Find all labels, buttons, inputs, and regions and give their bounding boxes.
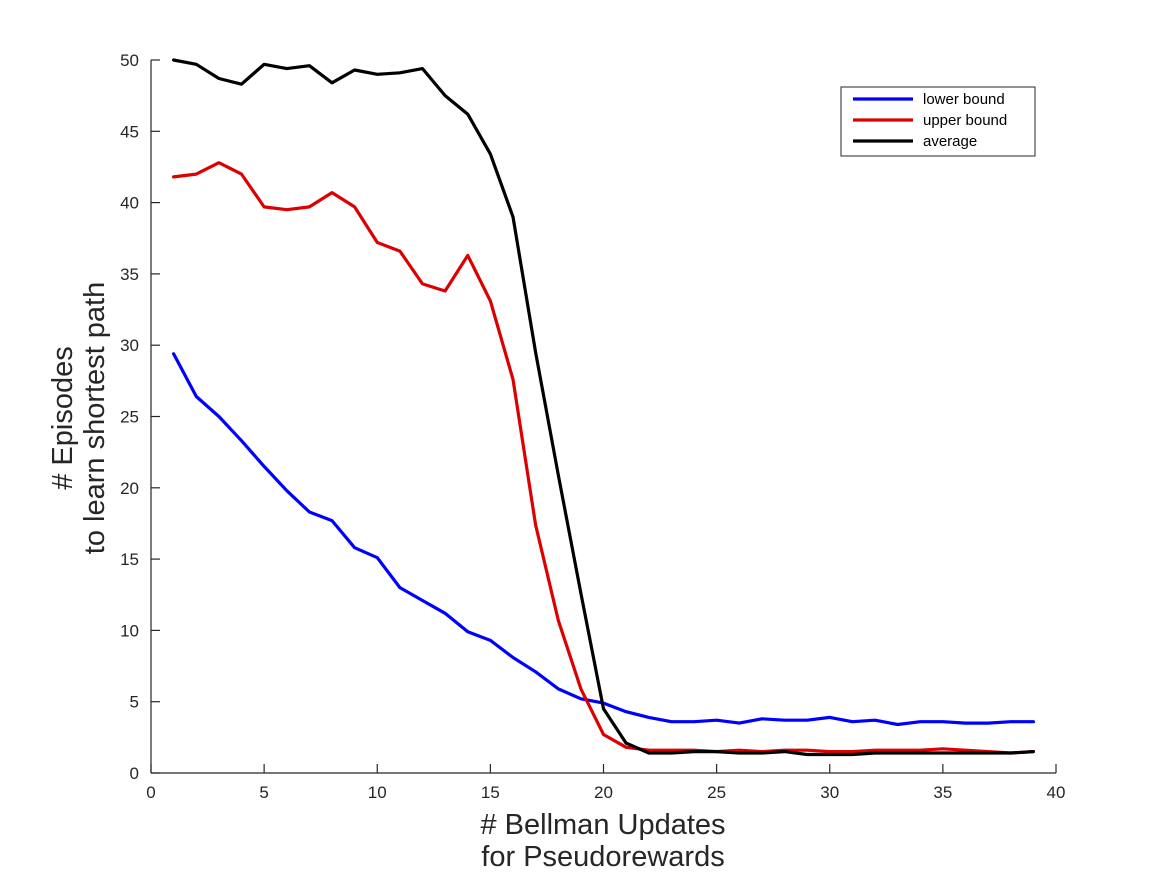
series-line-upper-bound [172,161,1036,755]
x-tick-label: 10 [368,783,387,802]
y-tick-label: 40 [120,194,139,213]
y-axis-title-line-1: # Episodes [47,346,79,490]
tick-labels: 0 5 10 15 20 25 30 35 40 0 5 10 15 20 25 30 35 40 45 50 [120,51,1065,802]
legend-label-average: average [923,133,977,150]
series-line-average [172,58,1036,757]
x-tick-label: 0 [146,783,155,802]
y-tick-label: 20 [120,479,139,498]
y-tick-label: 30 [120,336,139,355]
y-tick-label: 15 [120,550,139,569]
legend-label-upper-bound: upper bound [923,112,1007,129]
x-tick-label: 15 [481,783,500,802]
y-tick-label: 10 [120,621,139,640]
axes [150,59,1057,774]
y-tick-label: 25 [120,408,139,427]
x-tick-label: 40 [1047,783,1066,802]
legend: lower bound upper bound average [840,86,1036,157]
y-tick-label: 5 [130,693,139,712]
x-tick-label: 35 [933,783,952,802]
y-tick-label: 50 [120,51,139,70]
y-tick-label: 0 [130,764,139,783]
x-tick-label: 20 [594,783,613,802]
axis-titles: # Bellman Updates for Pseudorewards # Ep… [47,282,726,873]
series-layer [172,58,1036,757]
series-line-lower-bound [172,352,1036,727]
y-axis-title-line-2: to learn shortest path [79,282,111,554]
x-tick-label: 5 [259,783,268,802]
y-tick-label: 35 [120,265,139,284]
y-tick-label: 45 [120,122,139,141]
x-axis-title-line-1: # Bellman Updates [480,809,725,841]
x-axis-title-line-2: for Pseudorewards [481,841,724,873]
x-tick-label: 30 [820,783,839,802]
x-tick-label: 25 [707,783,726,802]
legend-label-lower-bound: lower bound [923,91,1005,108]
